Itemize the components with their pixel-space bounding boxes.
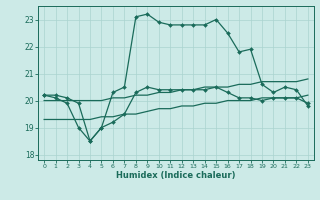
X-axis label: Humidex (Indice chaleur): Humidex (Indice chaleur) — [116, 171, 236, 180]
